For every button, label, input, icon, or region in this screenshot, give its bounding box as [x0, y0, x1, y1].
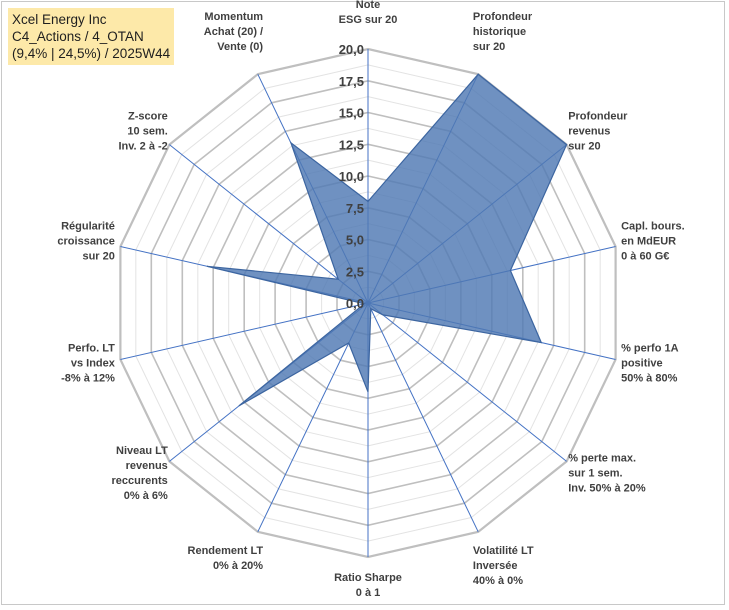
axis-label-line: Profondeur: [473, 11, 533, 23]
axis-label-line: Momentum: [204, 11, 263, 23]
tick-label: 5,0: [346, 233, 364, 248]
axis-label: Perfo. LT vs Index -8% à 12%: [61, 343, 116, 385]
axis-label-line: sur 1 sem.: [568, 467, 622, 479]
axis-label-line: Ratio Sharpe: [334, 572, 402, 584]
axis-label-line: 0 à 60 G€: [621, 251, 669, 263]
axis-label: Profondeur historique sur 20: [473, 11, 533, 53]
axis-label-line: 0 à 1: [356, 587, 380, 599]
tick-label: 7,5: [346, 201, 364, 216]
axis-label-line: Achat (20) /: [204, 26, 263, 38]
axis-label-line: en MdEUR: [621, 236, 676, 248]
axis-label-line: Volatilité LT: [473, 545, 534, 557]
axis-label: Ratio Sharpe 0 à 1: [334, 572, 402, 599]
series-layer: [206, 73, 568, 407]
axis-label-line: Rendement LT: [188, 545, 264, 557]
axis-label: % perte max. sur 1 sem. Inv. 50% à 20%: [568, 452, 646, 494]
axis-label-line: historique: [473, 26, 526, 38]
tick-label: 12,5: [339, 137, 364, 152]
axis-label: Rendement LT 0% à 20%: [188, 545, 264, 572]
axis-label-line: Capl. bours.: [621, 221, 685, 233]
axis-label-line: Perfo. LT: [68, 343, 115, 355]
axis-label: Momentum Achat (20) / Vente (0): [204, 11, 264, 53]
axis-spoke: [169, 144, 369, 304]
axis-label: Capl. bours. en MdEUR 0 à 60 G€: [621, 221, 685, 263]
axis-label-line: Inv. 2 à -2: [118, 141, 167, 153]
axis-label-layer: Note ESG sur 20 Profondeur historique sur 20…: [57, 0, 684, 599]
tick-label: 17,5: [339, 74, 364, 89]
tick-label: 2,5: [346, 264, 364, 279]
axis-label-line: sur 20: [82, 251, 114, 263]
axis-label-line: sur 20: [568, 141, 600, 153]
axis-label-line: 40% à 0%: [473, 575, 523, 587]
axis-label-line: Z-score: [128, 111, 168, 123]
axis-label: Volatilité LT Inversée 40% à 0%: [473, 545, 534, 587]
axis-label-line: Niveau LT: [116, 445, 168, 457]
axis-label-line: % perte max.: [568, 452, 636, 464]
axis-label-line: revenus: [126, 460, 168, 472]
axis-spoke: [367, 302, 479, 533]
axis-label: Profondeur revenus sur 20: [568, 111, 628, 153]
tick-label: 0,0: [346, 296, 364, 311]
axis-spoke: [120, 302, 369, 360]
axis-spoke: [367, 302, 567, 462]
performance-week: (9,4% | 24,5%) / 2025W44: [12, 46, 171, 61]
axis-label-line: reccurents: [112, 475, 168, 487]
tick-layer: 0,0 2,5 5,0 7,5 10,0 12,5 15,0 17,5 20,0: [339, 42, 364, 311]
axis-label-line: Inversée: [473, 560, 518, 572]
tick-label: 20,0: [339, 42, 364, 57]
company-name: Xcel Energy Inc: [12, 12, 107, 27]
axis-label: Régularité croissance sur 20: [57, 221, 114, 263]
axis-label: Z-score 10 sem. Inv. 2 à -2: [118, 111, 167, 153]
chart-title-box: Xcel Energy Inc C4_Actions / 4_OTAN (9,4…: [8, 8, 174, 65]
tick-label: 15,0: [339, 106, 364, 121]
axis-label-line: vs Index: [71, 358, 116, 370]
axis-label-line: ESG sur 20: [339, 14, 398, 26]
axis-label-line: -8% à 12%: [61, 373, 115, 385]
axis-label-line: Profondeur: [568, 111, 628, 123]
axis-label-line: Note: [356, 0, 380, 11]
axis-label-line: Régularité: [61, 221, 115, 233]
axis-label: Note ESG sur 20: [339, 0, 398, 26]
series-area: [206, 73, 568, 407]
axis-label-line: Inv. 50% à 20%: [568, 482, 646, 494]
axis-label-line: 10 sem.: [127, 126, 167, 138]
tick-label: 10,0: [339, 169, 364, 184]
category-path: C4_Actions / 4_OTAN: [12, 29, 144, 44]
axis-label: % perfo 1A positive 50% à 80%: [621, 343, 679, 385]
axis-label-line: 0% à 20%: [213, 560, 263, 572]
axis-label-line: positive: [621, 358, 663, 370]
axis-label: Niveau LT revenus reccurents 0% à 6%: [112, 445, 169, 502]
axis-label-line: revenus: [568, 126, 610, 138]
axis-label-line: Vente (0): [217, 41, 263, 53]
axis-label-line: 50% à 80%: [621, 373, 677, 385]
axis-label-line: % perfo 1A: [621, 343, 679, 355]
axis-label-line: 0% à 6%: [124, 490, 168, 502]
axis-label-line: sur 20: [473, 41, 505, 53]
axis-label-line: croissance: [57, 236, 114, 248]
